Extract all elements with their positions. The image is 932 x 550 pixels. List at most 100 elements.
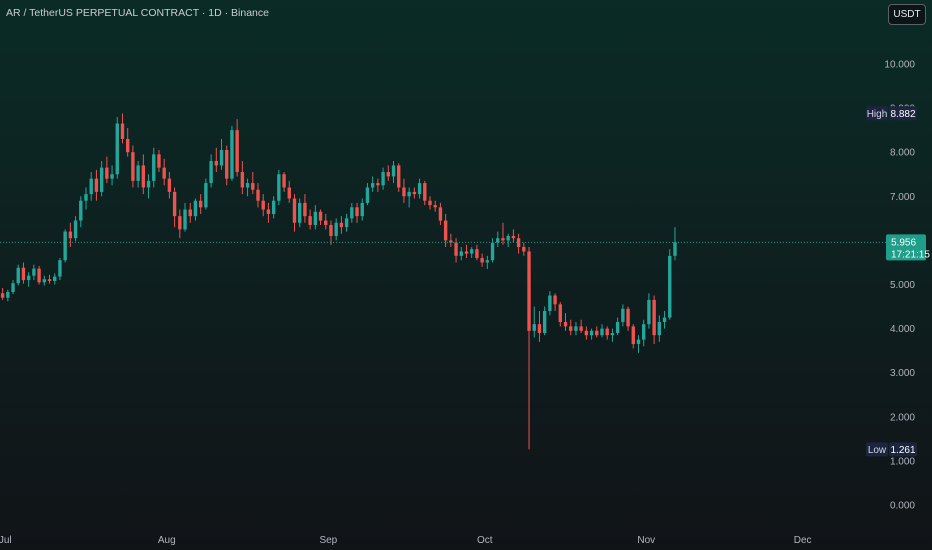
candle-body bbox=[287, 187, 291, 199]
candle-body bbox=[360, 202, 364, 217]
candle-body bbox=[615, 321, 620, 334]
candle-body bbox=[324, 220, 328, 225]
candle-body bbox=[501, 238, 505, 241]
candle-body bbox=[131, 152, 135, 181]
x-tick-label: Nov bbox=[637, 535, 655, 546]
countdown-value: 17:21:15 bbox=[891, 249, 930, 260]
candle-body bbox=[579, 326, 583, 331]
y-tick-label: 0.000 bbox=[890, 501, 915, 512]
candle-body bbox=[621, 308, 625, 322]
candle-body bbox=[136, 165, 140, 181]
candle-body bbox=[183, 209, 187, 230]
y-tick-label: 3.000 bbox=[890, 368, 915, 379]
candle-body bbox=[110, 174, 114, 179]
candle-body bbox=[193, 200, 198, 217]
candle-body bbox=[391, 165, 396, 177]
candle-body bbox=[204, 183, 208, 208]
candle-body bbox=[417, 183, 422, 195]
candle-body bbox=[240, 172, 245, 188]
y-tick-label: 5.000 bbox=[890, 280, 915, 291]
candle-body bbox=[673, 242, 677, 256]
x-tick-label: Dec bbox=[794, 535, 812, 546]
candle-body bbox=[438, 207, 443, 221]
candle-body bbox=[126, 138, 130, 153]
candle-body bbox=[381, 172, 385, 186]
candle-body bbox=[21, 267, 26, 281]
candle-body bbox=[402, 187, 406, 197]
candle-body bbox=[68, 231, 73, 239]
candle-body bbox=[334, 222, 338, 236]
high-label: High bbox=[867, 109, 888, 120]
candle-body bbox=[277, 174, 281, 201]
x-tick-label: Jul bbox=[0, 535, 12, 546]
candle-body bbox=[172, 191, 177, 217]
candle-body bbox=[496, 238, 500, 243]
time-axis[interactable]: Jul Aug Sep Oct Nov Dec bbox=[0, 535, 812, 546]
candle-body bbox=[152, 154, 156, 181]
candle-body bbox=[261, 200, 265, 210]
candle-body bbox=[569, 326, 573, 331]
candle-body bbox=[506, 235, 510, 241]
candle-body bbox=[84, 194, 88, 201]
candle-body bbox=[167, 178, 172, 192]
candle-body bbox=[308, 216, 312, 225]
candle-body bbox=[657, 321, 662, 336]
y-tick-label: 7.000 bbox=[890, 192, 915, 203]
candle-body bbox=[480, 258, 484, 263]
candle-body bbox=[89, 178, 93, 195]
candle-body bbox=[162, 167, 166, 179]
candle-body bbox=[397, 165, 401, 188]
candle-body bbox=[511, 235, 516, 239]
candle-body bbox=[235, 130, 239, 173]
low-value-tag bbox=[889, 442, 917, 457]
candle-body bbox=[32, 268, 36, 276]
candle-body bbox=[53, 276, 57, 281]
low-label: Low bbox=[868, 445, 887, 456]
candle-body bbox=[350, 207, 354, 219]
candle-body bbox=[79, 200, 83, 221]
candle-body bbox=[26, 275, 31, 281]
candles bbox=[0, 113, 677, 450]
candle-body bbox=[647, 299, 651, 325]
candle-body bbox=[225, 149, 229, 179]
candle-body bbox=[47, 279, 52, 281]
candle-body bbox=[141, 165, 146, 188]
x-tick-label: Oct bbox=[477, 535, 493, 546]
last-price-value: 5.956 bbox=[891, 237, 916, 248]
y-tick-label: 1.000 bbox=[890, 456, 915, 467]
candle-body bbox=[642, 324, 646, 340]
y-tick-label: 8.000 bbox=[890, 148, 915, 159]
candle-body bbox=[386, 172, 390, 177]
candle-body bbox=[298, 202, 302, 223]
high-value-tag bbox=[889, 106, 917, 121]
candle-body bbox=[475, 249, 479, 259]
candle-body bbox=[282, 174, 286, 188]
candle-body bbox=[490, 242, 495, 261]
candle-body bbox=[318, 211, 323, 221]
candle-body bbox=[464, 251, 469, 254]
candle-body bbox=[11, 283, 15, 292]
candle-body bbox=[610, 333, 615, 336]
candle-body bbox=[303, 202, 307, 217]
candle-body bbox=[214, 161, 218, 166]
candle-body bbox=[662, 317, 667, 322]
candle-body bbox=[652, 299, 656, 336]
candle-body bbox=[313, 211, 318, 225]
high-value: 8.882 bbox=[890, 109, 915, 120]
candle-body bbox=[433, 205, 437, 208]
y-tick-label: 2.000 bbox=[890, 412, 915, 423]
candle-body bbox=[553, 295, 557, 305]
candle-body bbox=[631, 326, 635, 345]
candle-body bbox=[668, 255, 672, 318]
currency-button[interactable]: USDT bbox=[888, 4, 926, 25]
candle-body bbox=[548, 295, 552, 311]
candle-body bbox=[376, 183, 380, 186]
candle-body bbox=[532, 324, 536, 331]
candle-body bbox=[454, 242, 458, 256]
x-tick-label: Aug bbox=[158, 535, 176, 546]
candle-body bbox=[219, 149, 224, 166]
candle-body bbox=[470, 249, 474, 254]
candle-body bbox=[120, 123, 125, 139]
candle-body bbox=[99, 167, 104, 192]
